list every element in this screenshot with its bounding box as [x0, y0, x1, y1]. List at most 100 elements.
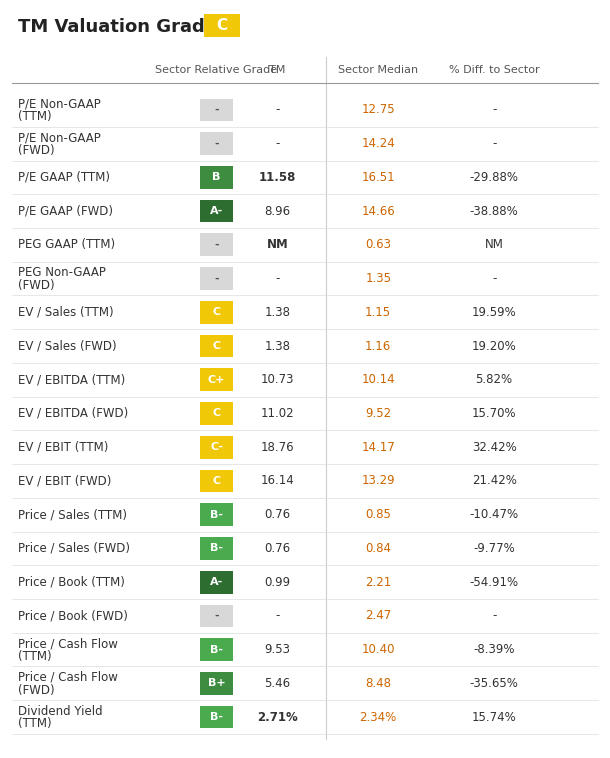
Text: 10.14: 10.14	[361, 373, 395, 387]
FancyBboxPatch shape	[199, 199, 233, 223]
FancyBboxPatch shape	[199, 638, 233, 661]
Text: -: -	[492, 272, 497, 285]
Text: 1.35: 1.35	[365, 272, 391, 285]
Text: 0.76: 0.76	[265, 508, 290, 522]
Text: -: -	[214, 105, 219, 115]
Text: -: -	[214, 274, 219, 283]
Text: 0.85: 0.85	[365, 508, 391, 522]
Text: 18.76: 18.76	[260, 440, 295, 454]
FancyBboxPatch shape	[199, 537, 233, 559]
Text: C-: C-	[210, 442, 223, 453]
Text: (FWD): (FWD)	[18, 684, 55, 697]
Text: Dividend Yield: Dividend Yield	[18, 704, 103, 718]
Text: TM: TM	[270, 64, 285, 75]
Text: 19.20%: 19.20%	[472, 340, 517, 352]
Text: -: -	[214, 611, 219, 621]
Text: -: -	[492, 609, 497, 622]
Text: 14.24: 14.24	[361, 137, 395, 150]
Text: C: C	[212, 307, 221, 318]
FancyBboxPatch shape	[199, 368, 233, 391]
Text: (FWD): (FWD)	[18, 279, 55, 292]
Text: 5.82%: 5.82%	[476, 373, 512, 387]
Text: 8.96: 8.96	[265, 205, 290, 218]
Text: -8.39%: -8.39%	[473, 643, 515, 656]
Text: -: -	[214, 139, 219, 149]
Text: EV / EBIT (TTM): EV / EBIT (TTM)	[18, 440, 109, 454]
Text: (TTM): (TTM)	[18, 110, 52, 124]
FancyBboxPatch shape	[199, 605, 233, 628]
Text: EV / EBITDA (FWD): EV / EBITDA (FWD)	[18, 407, 129, 420]
Text: Price / Book (FWD): Price / Book (FWD)	[18, 609, 128, 622]
Text: -: -	[492, 137, 497, 150]
Text: EV / Sales (FWD): EV / Sales (FWD)	[18, 340, 117, 352]
Text: 15.70%: 15.70%	[472, 407, 517, 420]
FancyBboxPatch shape	[199, 503, 233, 526]
FancyBboxPatch shape	[199, 99, 233, 121]
Text: Price / Sales (TTM): Price / Sales (TTM)	[18, 508, 127, 522]
FancyBboxPatch shape	[199, 301, 233, 324]
Text: 32.42%: 32.42%	[472, 440, 517, 454]
Text: PEG GAAP (TTM): PEG GAAP (TTM)	[18, 238, 115, 252]
Text: -: -	[492, 103, 497, 117]
Text: B+: B+	[208, 678, 225, 688]
Text: A-: A-	[210, 577, 223, 587]
Text: 11.02: 11.02	[260, 407, 295, 420]
Text: -29.88%: -29.88%	[470, 171, 518, 184]
Text: C: C	[212, 341, 221, 351]
FancyBboxPatch shape	[199, 470, 233, 493]
Text: -9.77%: -9.77%	[473, 542, 515, 555]
FancyBboxPatch shape	[199, 436, 233, 459]
Text: C+: C+	[208, 374, 225, 385]
Text: 14.66: 14.66	[361, 205, 395, 218]
Text: 13.29: 13.29	[361, 475, 395, 487]
Text: % Diff. to Sector: % Diff. to Sector	[449, 64, 539, 75]
Text: Price / Cash Flow: Price / Cash Flow	[18, 637, 118, 650]
FancyBboxPatch shape	[199, 267, 233, 290]
Text: P/E GAAP (FWD): P/E GAAP (FWD)	[18, 205, 113, 218]
Text: 0.99: 0.99	[265, 575, 290, 589]
Text: -: -	[214, 240, 219, 250]
Text: 5.46: 5.46	[265, 677, 290, 690]
Text: 2.34%: 2.34%	[359, 710, 397, 724]
Text: -: -	[275, 137, 280, 150]
Text: Sector Relative Grade: Sector Relative Grade	[156, 64, 278, 75]
Text: P/E GAAP (TTM): P/E GAAP (TTM)	[18, 171, 110, 184]
Text: 10.73: 10.73	[261, 373, 294, 387]
Text: B-: B-	[210, 644, 223, 655]
FancyBboxPatch shape	[199, 335, 233, 358]
Text: 16.51: 16.51	[361, 171, 395, 184]
Text: 0.63: 0.63	[365, 238, 391, 252]
Text: (FWD): (FWD)	[18, 144, 55, 157]
Text: 12.75: 12.75	[361, 103, 395, 117]
Text: (TTM): (TTM)	[18, 650, 52, 663]
Text: 16.14: 16.14	[260, 475, 295, 487]
Text: P/E Non-GAAP: P/E Non-GAAP	[18, 97, 101, 111]
Text: 1.38: 1.38	[265, 340, 290, 352]
Text: 21.42%: 21.42%	[472, 475, 517, 487]
Text: Sector Median: Sector Median	[338, 64, 418, 75]
Text: -: -	[275, 272, 280, 285]
Text: B-: B-	[210, 543, 223, 553]
Text: NM: NM	[267, 238, 289, 252]
Text: C: C	[217, 18, 228, 33]
Text: B: B	[212, 172, 221, 183]
FancyBboxPatch shape	[199, 166, 233, 189]
Text: 2.21: 2.21	[365, 575, 392, 589]
Text: 15.74%: 15.74%	[472, 710, 517, 724]
Text: -10.47%: -10.47%	[470, 508, 518, 522]
FancyBboxPatch shape	[199, 706, 233, 728]
Text: 0.76: 0.76	[265, 542, 290, 555]
FancyBboxPatch shape	[199, 132, 233, 155]
Text: Price / Cash Flow: Price / Cash Flow	[18, 671, 118, 684]
Text: 9.52: 9.52	[365, 407, 391, 420]
Text: 2.47: 2.47	[365, 609, 392, 622]
Text: -38.88%: -38.88%	[470, 205, 518, 218]
Text: -35.65%: -35.65%	[470, 677, 518, 690]
Text: PEG Non-GAAP: PEG Non-GAAP	[18, 266, 106, 279]
Text: EV / EBIT (FWD): EV / EBIT (FWD)	[18, 475, 112, 487]
Text: P/E Non-GAAP: P/E Non-GAAP	[18, 131, 101, 144]
Text: 11.58: 11.58	[259, 171, 296, 184]
Text: B-: B-	[210, 509, 223, 520]
FancyBboxPatch shape	[199, 233, 233, 256]
FancyBboxPatch shape	[199, 571, 233, 594]
